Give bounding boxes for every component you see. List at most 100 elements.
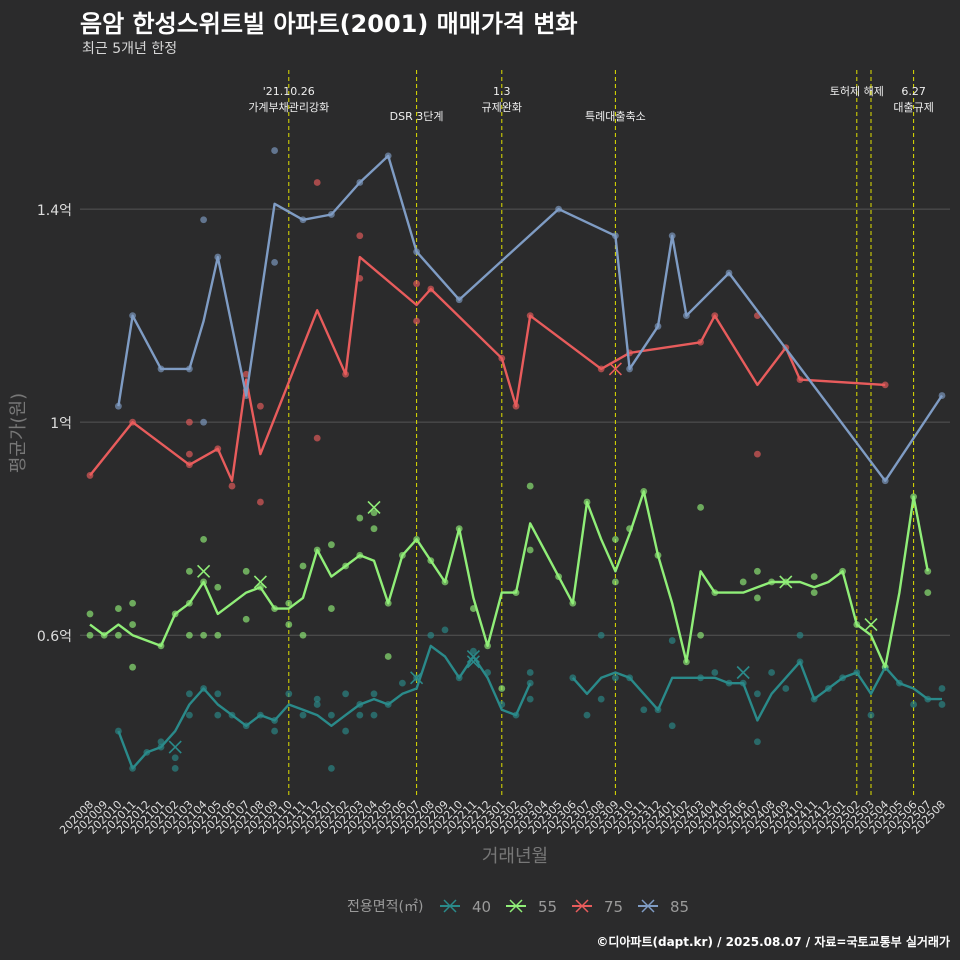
data-point-55	[214, 583, 222, 591]
legend-swatch-x	[641, 899, 655, 913]
data-point-40	[668, 722, 676, 730]
data-point-40	[796, 631, 804, 639]
chart-subtitle: 최근 5개년 한정	[82, 41, 178, 57]
data-point-40	[597, 695, 605, 703]
data-point-55	[810, 589, 818, 597]
data-point-40	[754, 738, 761, 746]
data-point-40	[441, 626, 449, 634]
data-point-75	[413, 317, 420, 325]
data-point-55	[328, 541, 335, 549]
data-point-55	[242, 615, 250, 623]
data-point-55	[697, 631, 704, 639]
x-marker-55	[253, 575, 267, 589]
legend-label: 55	[538, 898, 557, 916]
data-point-75	[754, 450, 761, 458]
series-line-85	[117, 154, 943, 482]
data-point-75	[257, 498, 264, 506]
event-label: DSR 3단계	[390, 110, 444, 123]
data-point-75	[313, 434, 321, 442]
data-point-55	[299, 631, 307, 639]
event-label: 가계부채관리강화	[248, 101, 329, 114]
data-point-55	[200, 535, 208, 543]
x-marker-stroke	[779, 575, 793, 589]
data-point-40	[313, 701, 321, 708]
legend: 전용면적(㎡) 40 55 75 85	[347, 898, 689, 916]
x-marker-55	[197, 564, 211, 578]
legend-swatch-x	[509, 899, 523, 913]
legend-item-85: 85	[638, 898, 689, 916]
data-point-40	[399, 679, 406, 687]
data-point-55	[129, 663, 137, 671]
x-marker-stroke	[197, 564, 211, 578]
x-axis-title: 거래년월	[482, 846, 548, 867]
legend-item-55: 55	[506, 898, 557, 916]
data-point-75	[228, 482, 236, 490]
data-point-55	[115, 631, 122, 639]
y-tick-label: 0.6억	[37, 629, 72, 645]
highlight-markers	[168, 362, 878, 754]
data-point-55	[285, 621, 293, 628]
data-point-40	[526, 695, 534, 703]
data-point-40	[583, 711, 591, 719]
event-label: 대출규제	[893, 101, 933, 114]
x-marker-55	[367, 500, 381, 514]
data-point-75	[186, 450, 193, 458]
data-point-40	[171, 754, 179, 762]
data-point-55	[200, 631, 208, 639]
legend-label: 75	[604, 898, 623, 916]
x-marker-40	[736, 665, 750, 680]
data-point-55	[612, 578, 619, 586]
data-point-40	[782, 685, 790, 692]
data-point-40	[171, 764, 179, 772]
data-point-40	[754, 690, 761, 698]
data-point-55	[186, 631, 193, 639]
data-point-40	[526, 669, 534, 676]
data-point-40	[938, 701, 946, 708]
y-tick-label: 1억	[50, 416, 72, 432]
data-point-55	[285, 599, 293, 607]
data-point-55	[810, 573, 818, 581]
legend-item-40: 40	[440, 898, 491, 916]
data-point-40	[214, 690, 222, 698]
event-label: 1.3	[493, 85, 511, 98]
data-point-75	[356, 232, 364, 240]
data-point-40	[370, 690, 378, 698]
x-marker-75	[608, 362, 622, 376]
y-axis-title: 평균가(원)	[8, 393, 29, 473]
data-point-40	[328, 764, 335, 772]
data-point-85	[200, 216, 208, 224]
data-point-40	[910, 701, 917, 708]
data-point-55	[242, 567, 250, 575]
data-point-40	[186, 711, 193, 719]
data-point-75	[186, 418, 193, 426]
data-point-55	[370, 525, 378, 533]
data-point-40	[271, 727, 278, 735]
data-point-40	[668, 637, 676, 644]
data-point-55	[129, 621, 137, 628]
data-point-55	[754, 594, 761, 602]
data-point-40	[612, 674, 619, 682]
data-point-85	[200, 418, 208, 426]
x-marker-55	[779, 575, 793, 589]
data-point-40	[640, 706, 648, 714]
data-point-40	[938, 685, 946, 692]
series-lines	[89, 154, 943, 770]
source-caption: ©디아파트(dapt.kr) / 2025.08.07 / 자료=국토교통부 실…	[596, 935, 950, 949]
x-marker-stroke	[253, 575, 267, 589]
x-marker-40	[466, 649, 480, 664]
data-point-40	[370, 711, 378, 719]
data-point-40	[299, 711, 307, 719]
series-line-55	[89, 490, 929, 669]
x-marker-stroke	[168, 740, 182, 754]
data-point-55	[526, 482, 534, 490]
data-point-85	[271, 147, 278, 154]
data-point-40	[867, 711, 875, 719]
x-marker-55	[864, 617, 878, 632]
legend-label: 40	[472, 898, 491, 916]
data-point-40	[597, 631, 605, 639]
data-point-40	[214, 711, 222, 719]
data-point-55	[129, 599, 137, 607]
data-point-55	[356, 514, 364, 522]
